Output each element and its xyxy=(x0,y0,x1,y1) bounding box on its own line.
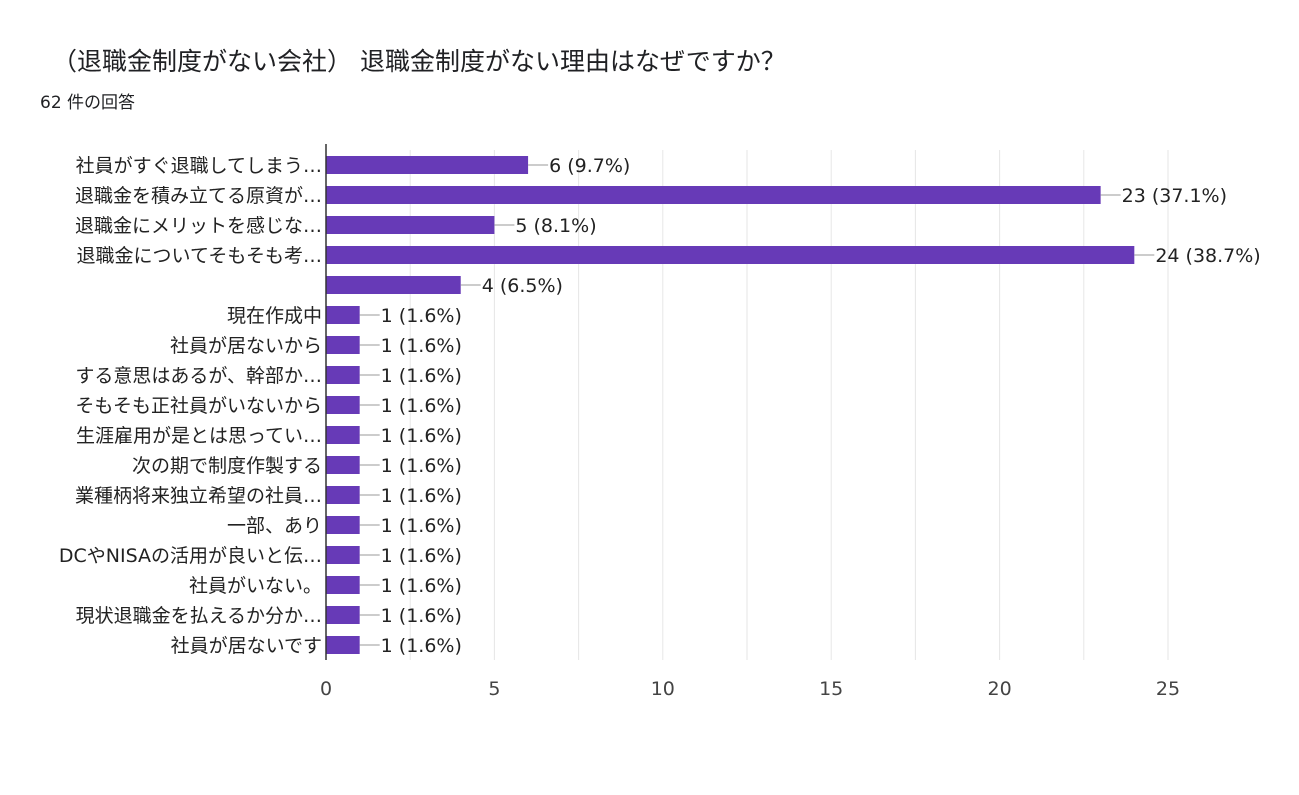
bar[interactable] xyxy=(326,606,360,624)
category-label: 社員がいない。 xyxy=(189,575,322,597)
bar[interactable] xyxy=(326,456,360,474)
bar[interactable] xyxy=(326,246,1135,264)
category-label: 退職金についてそもそも考… xyxy=(77,245,322,267)
bar[interactable] xyxy=(326,216,495,234)
category-label: 社員が居ないです xyxy=(171,635,322,657)
category-label: そもそも正社員がいないから xyxy=(75,395,322,417)
category-label: 次の期で制度作製する xyxy=(132,455,322,477)
data-label: 6 (9.7%) xyxy=(549,155,630,177)
bar[interactable] xyxy=(326,426,360,444)
data-label: 1 (1.6%) xyxy=(381,575,462,597)
category-label: 現在作成中 xyxy=(227,305,322,327)
response-count: 62 件の回答 xyxy=(40,93,136,113)
x-tick-label: 15 xyxy=(819,678,843,700)
category-label: 一部、あり xyxy=(227,515,322,537)
chart-title: （退職金制度がない会社） 退職金制度がない理由はなぜですか？ xyxy=(52,47,786,76)
category-label: する意思はあるが、幹部か… xyxy=(75,365,322,387)
category-label: DCやNISAの活用が良いと伝… xyxy=(59,545,322,567)
category-label: 社員がすぐ退職してしまう… xyxy=(76,155,322,177)
bar[interactable] xyxy=(326,576,360,594)
category-label: 退職金を積み立てる原資が… xyxy=(75,185,322,207)
data-label: 1 (1.6%) xyxy=(381,395,462,417)
x-tick-label: 0 xyxy=(320,678,332,700)
bar[interactable] xyxy=(326,186,1101,204)
bar[interactable] xyxy=(326,486,360,504)
category-label: 現状退職金を払えるか分か… xyxy=(76,605,322,627)
data-label: 1 (1.6%) xyxy=(381,635,462,657)
bar[interactable] xyxy=(326,336,360,354)
bar[interactable] xyxy=(326,156,529,174)
x-tick-label: 25 xyxy=(1156,678,1180,700)
bar[interactable] xyxy=(326,366,360,384)
data-label: 1 (1.6%) xyxy=(381,455,462,477)
bar[interactable] xyxy=(326,546,360,564)
category-label: 社員が居ないから xyxy=(170,335,322,357)
bar[interactable] xyxy=(326,396,360,414)
data-label: 24 (38.7%) xyxy=(1155,245,1260,267)
x-tick-label: 5 xyxy=(488,678,500,700)
data-label: 1 (1.6%) xyxy=(381,425,462,447)
data-label: 1 (1.6%) xyxy=(381,545,462,567)
data-label: 4 (6.5%) xyxy=(482,275,563,297)
bar[interactable] xyxy=(326,276,461,294)
data-label: 1 (1.6%) xyxy=(381,365,462,387)
data-label: 1 (1.6%) xyxy=(381,515,462,537)
x-tick-label: 20 xyxy=(988,678,1012,700)
data-label: 23 (37.1%) xyxy=(1122,185,1227,207)
x-tick-label: 10 xyxy=(651,678,675,700)
data-label: 1 (1.6%) xyxy=(381,485,462,507)
category-label: 生涯雇用が是とは思ってい… xyxy=(76,425,322,447)
data-label: 5 (8.1%) xyxy=(515,215,596,237)
bar[interactable] xyxy=(326,636,360,654)
category-label: 業種柄将来独立希望の社員… xyxy=(75,485,322,507)
data-label: 1 (1.6%) xyxy=(381,305,462,327)
bar[interactable] xyxy=(326,306,360,324)
bar[interactable] xyxy=(326,516,360,534)
data-label: 1 (1.6%) xyxy=(381,335,462,357)
data-label: 1 (1.6%) xyxy=(381,605,462,627)
category-label: 退職金にメリットを感じな… xyxy=(75,215,322,237)
